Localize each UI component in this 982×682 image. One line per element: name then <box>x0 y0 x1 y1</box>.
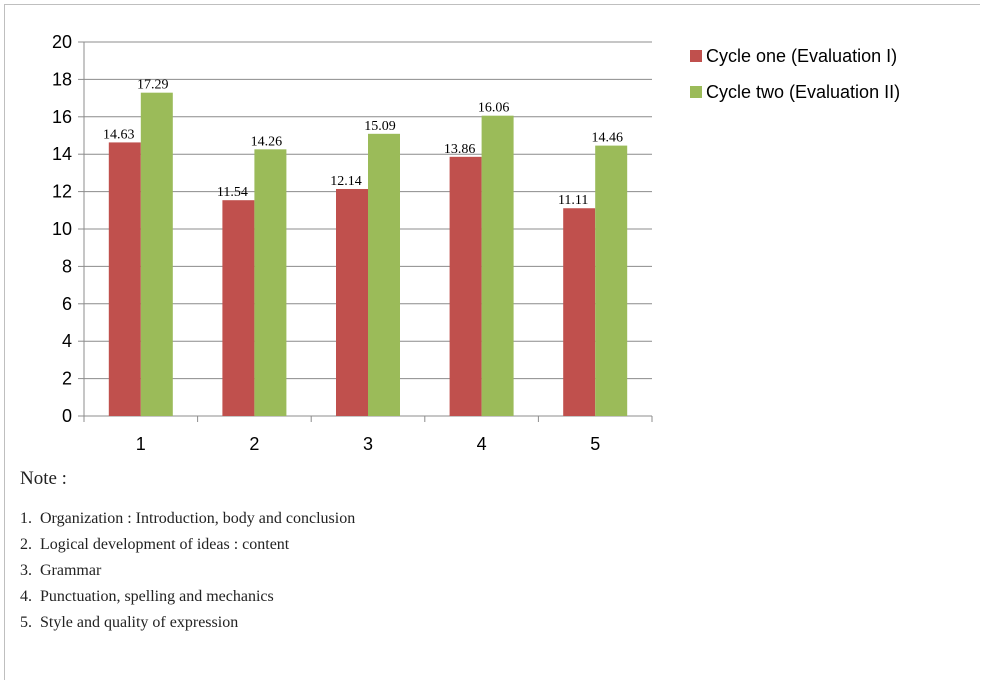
data-label: 14.63 <box>103 127 135 142</box>
x-tick-label: 2 <box>249 434 259 454</box>
note-item: 1. Organization : Introduction, body and … <box>20 506 355 532</box>
x-tick-label: 1 <box>136 434 146 454</box>
note-item-number: 1. <box>20 510 32 527</box>
note-item-text: Organization : Introduction, body and co… <box>40 510 356 527</box>
note-item: 2. Logical development of ideas : content <box>20 532 355 558</box>
note-item: 4. Punctuation, spelling and mechanics <box>20 584 355 610</box>
note-item-text: Grammar <box>40 562 102 579</box>
y-tick-label: 8 <box>62 256 72 276</box>
y-tick-label: 4 <box>62 331 72 351</box>
note-item-number: 3. <box>20 562 32 579</box>
bar <box>222 200 255 416</box>
y-tick-label: 2 <box>62 369 72 389</box>
data-label: 14.26 <box>251 134 283 149</box>
note-item-number: 5. <box>20 614 32 631</box>
y-tick-label: 14 <box>52 144 72 164</box>
legend-swatch <box>690 86 702 98</box>
data-label: 17.29 <box>137 78 169 93</box>
y-tick-label: 16 <box>52 107 72 127</box>
data-label: 14.46 <box>591 131 623 146</box>
note-item-number: 2. <box>20 536 32 553</box>
bar <box>254 149 287 416</box>
y-tick-label: 12 <box>52 182 72 202</box>
bar <box>563 208 596 416</box>
x-tick-label: 3 <box>363 434 373 454</box>
chart-frame <box>4 4 980 680</box>
y-tick-label: 18 <box>52 69 72 89</box>
bar <box>368 133 400 416</box>
note-item-text: Punctuation, spelling and mechanics <box>40 588 274 605</box>
bar <box>140 92 173 416</box>
bar <box>481 115 514 416</box>
legend-label: Cycle two (Evaluation II) <box>706 82 900 102</box>
note-item-text: Logical development of ideas : content <box>40 536 290 553</box>
y-tick-label: 0 <box>62 406 72 426</box>
data-label: 11.11 <box>558 193 588 208</box>
note-list: 1. Organization : Introduction, body and … <box>20 506 355 636</box>
data-label: 11.54 <box>217 185 248 200</box>
data-label: 12.14 <box>330 174 362 189</box>
note-item: 3. Grammar <box>20 558 355 584</box>
bar <box>108 142 141 416</box>
data-label: 16.06 <box>478 101 510 116</box>
note-title: Note : <box>20 468 67 489</box>
bar <box>595 145 628 416</box>
x-tick-label: 5 <box>590 434 600 454</box>
data-label: 13.86 <box>444 142 476 157</box>
y-tick-label: 6 <box>62 294 72 314</box>
note-item: 5. Style and quality of expression <box>20 610 355 636</box>
note-section: Note : 1. Organization : Introduction, bo… <box>20 468 355 636</box>
bar <box>336 188 368 416</box>
legend-swatch <box>690 50 702 62</box>
note-item-number: 4. <box>20 588 32 605</box>
bar <box>449 156 482 416</box>
x-tick-label: 4 <box>477 434 487 454</box>
data-label: 15.09 <box>364 119 396 134</box>
y-tick-label: 20 <box>52 32 72 52</box>
legend-label: Cycle one (Evaluation I) <box>706 46 897 66</box>
y-tick-label: 10 <box>52 219 72 239</box>
note-item-text: Style and quality of expression <box>40 614 239 631</box>
